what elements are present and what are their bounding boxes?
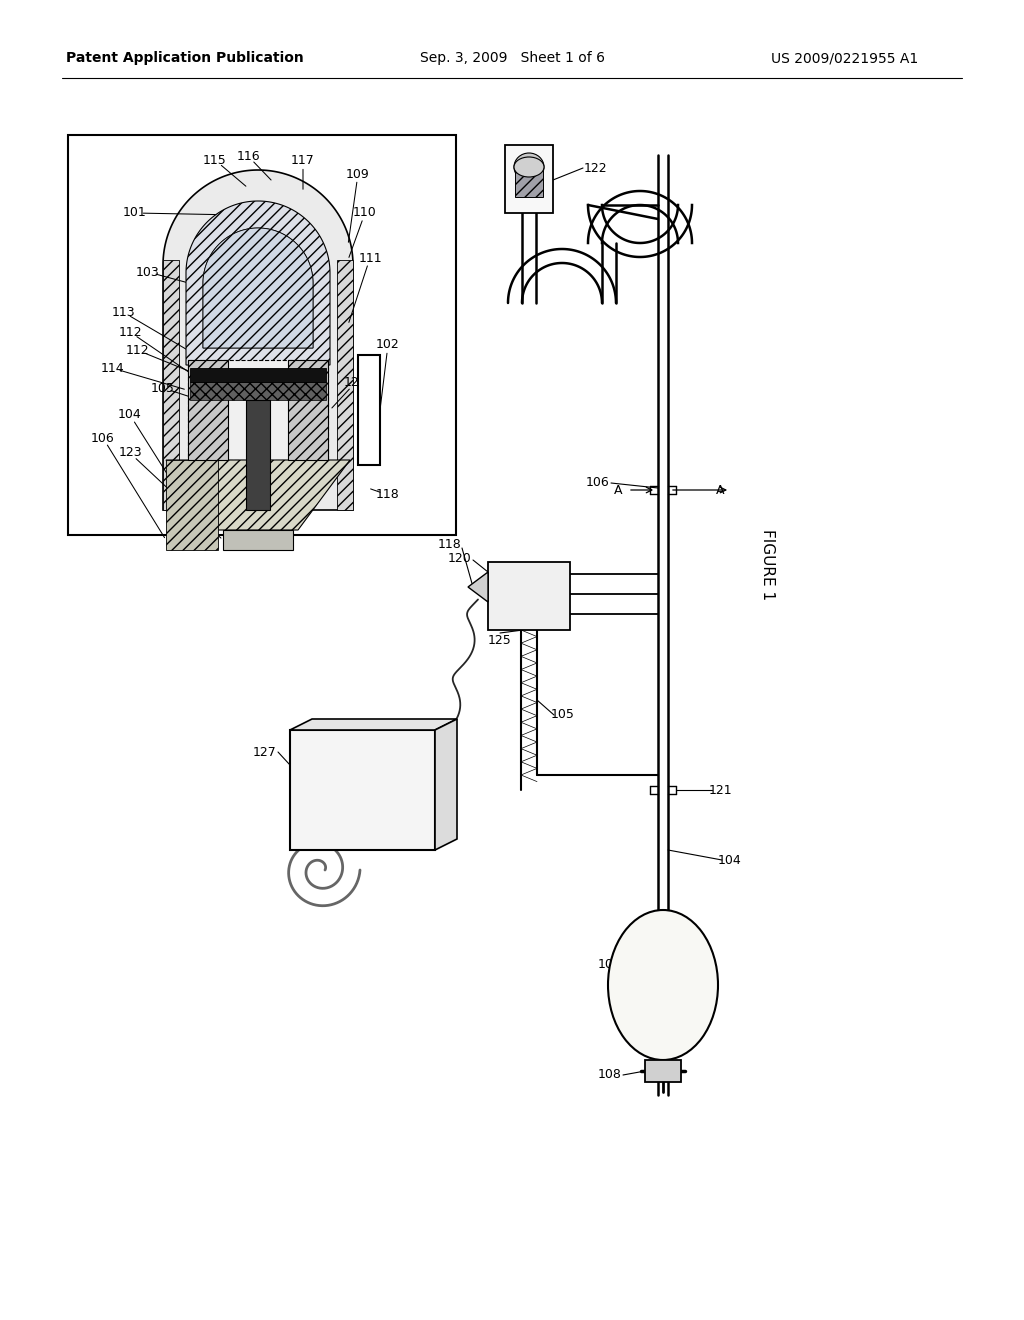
Text: 125: 125 xyxy=(488,634,512,647)
Text: 106: 106 xyxy=(91,432,115,445)
Ellipse shape xyxy=(514,157,544,177)
Text: 105: 105 xyxy=(551,709,574,722)
Text: 119: 119 xyxy=(266,432,290,445)
Text: 118: 118 xyxy=(376,488,400,502)
Bar xyxy=(190,381,326,400)
Polygon shape xyxy=(435,719,457,850)
Polygon shape xyxy=(290,719,457,730)
Polygon shape xyxy=(468,572,488,602)
Polygon shape xyxy=(288,360,328,459)
Text: 101: 101 xyxy=(123,206,146,219)
Text: 113: 113 xyxy=(112,305,135,318)
Text: US 2009/0221955 A1: US 2009/0221955 A1 xyxy=(771,51,919,65)
Text: 114: 114 xyxy=(100,362,124,375)
Text: 107: 107 xyxy=(598,958,622,972)
Text: 108: 108 xyxy=(598,1068,622,1081)
Text: 110: 110 xyxy=(353,206,377,219)
Text: 106: 106 xyxy=(586,477,610,490)
Bar xyxy=(190,368,326,381)
Text: 126: 126 xyxy=(343,376,367,389)
Polygon shape xyxy=(163,260,179,510)
Bar xyxy=(515,168,543,197)
Bar xyxy=(645,1060,681,1082)
Bar xyxy=(223,531,293,550)
Polygon shape xyxy=(337,260,353,510)
Polygon shape xyxy=(163,170,353,510)
Text: Sep. 3, 2009   Sheet 1 of 6: Sep. 3, 2009 Sheet 1 of 6 xyxy=(420,51,604,65)
Polygon shape xyxy=(166,459,350,531)
Text: A: A xyxy=(613,483,623,496)
Bar xyxy=(290,730,435,850)
Bar xyxy=(505,145,553,213)
Text: 124: 124 xyxy=(306,417,330,429)
Text: 123: 123 xyxy=(118,446,141,459)
Text: 112: 112 xyxy=(125,343,148,356)
Polygon shape xyxy=(188,360,228,459)
Ellipse shape xyxy=(514,153,544,181)
Bar xyxy=(188,360,328,459)
Polygon shape xyxy=(203,228,313,348)
Text: 112: 112 xyxy=(118,326,141,338)
Text: 102: 102 xyxy=(376,338,400,351)
Text: 109: 109 xyxy=(346,168,370,181)
Text: 104: 104 xyxy=(718,854,741,866)
Text: 105: 105 xyxy=(152,381,175,395)
Text: 118: 118 xyxy=(438,539,462,552)
Text: 117: 117 xyxy=(291,154,314,168)
Text: 116: 116 xyxy=(237,149,260,162)
Text: 115: 115 xyxy=(203,153,227,166)
Text: 122: 122 xyxy=(584,161,607,174)
Text: 103: 103 xyxy=(136,265,160,279)
Text: 111: 111 xyxy=(358,252,382,264)
Polygon shape xyxy=(186,201,330,366)
Polygon shape xyxy=(166,459,218,550)
Bar xyxy=(68,135,456,535)
Text: FIGURE 1: FIGURE 1 xyxy=(760,529,775,601)
Text: 120: 120 xyxy=(449,552,472,565)
Bar xyxy=(246,400,270,510)
Text: 127: 127 xyxy=(253,746,276,759)
Ellipse shape xyxy=(608,909,718,1060)
Bar xyxy=(358,355,380,465)
Text: A: A xyxy=(716,483,724,496)
Polygon shape xyxy=(203,228,313,348)
Bar xyxy=(488,562,570,630)
Text: 104: 104 xyxy=(118,408,142,421)
Text: 121: 121 xyxy=(709,784,732,796)
Text: Patent Application Publication: Patent Application Publication xyxy=(67,51,304,65)
